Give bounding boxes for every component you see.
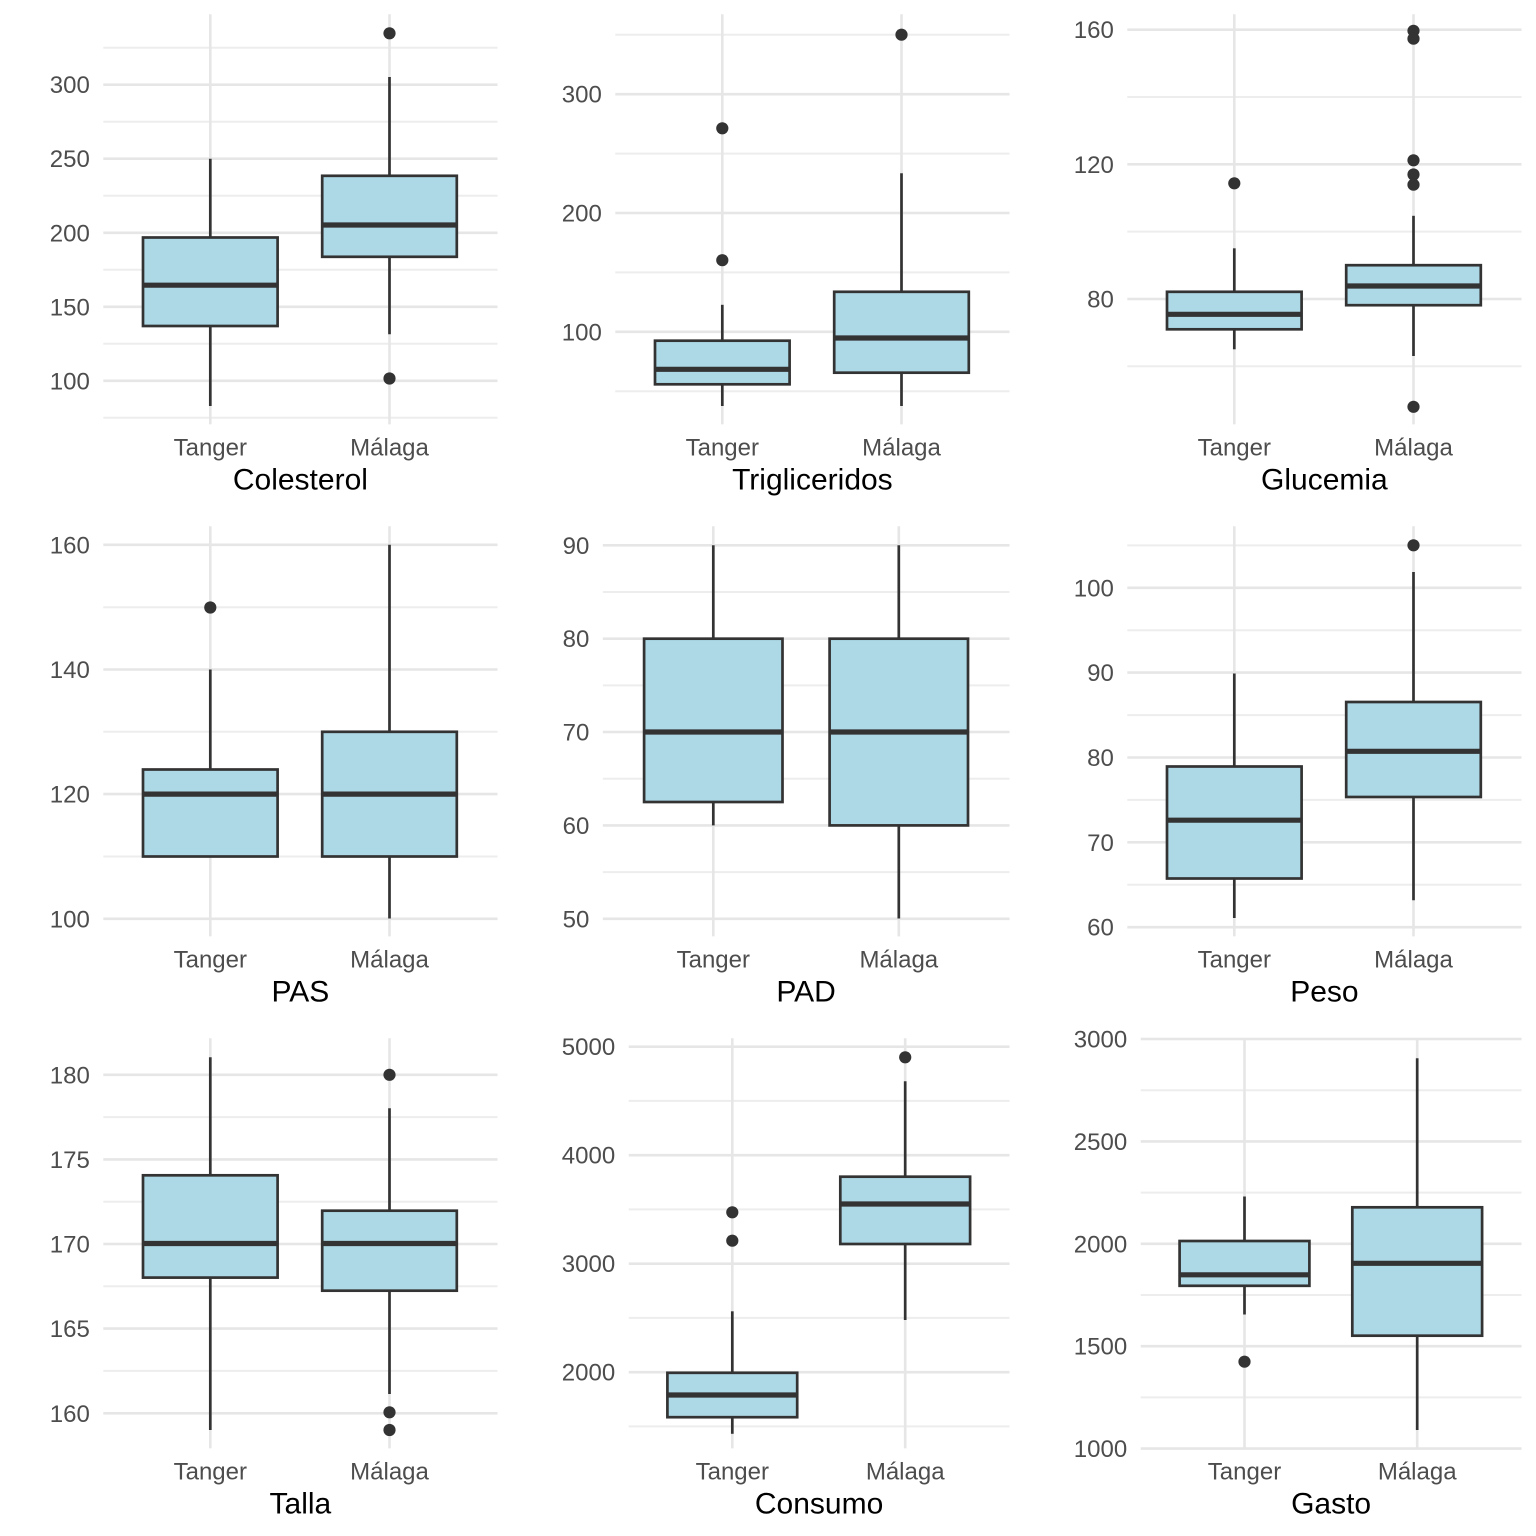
svg-text:Tanger: Tanger (677, 947, 750, 974)
svg-text:1500: 1500 (1074, 1334, 1127, 1361)
svg-text:Gasto: Gasto (1291, 1488, 1371, 1521)
svg-text:165: 165 (50, 1316, 90, 1343)
svg-text:2000: 2000 (562, 1360, 615, 1387)
svg-text:4000: 4000 (562, 1143, 615, 1170)
svg-text:1000: 1000 (1074, 1436, 1127, 1463)
svg-text:Colesterol: Colesterol (233, 464, 368, 497)
svg-text:Málaga: Málaga (866, 1459, 945, 1486)
svg-text:100: 100 (562, 319, 602, 346)
svg-text:Trigliceridos: Trigliceridos (732, 464, 893, 497)
svg-text:Tanger: Tanger (1198, 435, 1271, 462)
svg-text:80: 80 (1087, 745, 1114, 772)
svg-text:50: 50 (563, 906, 590, 933)
svg-text:120: 120 (50, 782, 90, 809)
svg-text:Málaga: Málaga (1374, 435, 1453, 462)
svg-text:300: 300 (562, 82, 602, 109)
svg-text:Málaga: Málaga (350, 947, 429, 974)
svg-text:90: 90 (1087, 660, 1114, 687)
svg-text:2000: 2000 (1074, 1231, 1127, 1258)
svg-text:Tanger: Tanger (174, 1459, 247, 1486)
svg-text:3000: 3000 (1074, 1027, 1127, 1054)
svg-text:5000: 5000 (562, 1034, 615, 1061)
svg-text:90: 90 (563, 533, 590, 560)
svg-text:Málaga: Málaga (1374, 947, 1453, 974)
svg-text:60: 60 (563, 813, 590, 840)
svg-text:Málaga: Málaga (859, 947, 938, 974)
svg-text:100: 100 (1074, 575, 1114, 602)
svg-text:Consumo: Consumo (755, 1488, 883, 1521)
svg-text:160: 160 (1074, 17, 1114, 44)
svg-text:60: 60 (1087, 915, 1114, 942)
svg-text:150: 150 (50, 294, 90, 321)
svg-text:Talla: Talla (270, 1488, 332, 1521)
svg-text:100: 100 (50, 906, 90, 933)
svg-text:PAS: PAS (271, 976, 329, 1009)
svg-text:Tanger: Tanger (174, 947, 247, 974)
svg-text:200: 200 (562, 201, 602, 228)
svg-text:300: 300 (50, 72, 90, 99)
svg-text:80: 80 (563, 626, 590, 653)
svg-text:140: 140 (50, 657, 90, 684)
svg-text:70: 70 (563, 720, 590, 747)
svg-text:160: 160 (50, 532, 90, 559)
svg-text:180: 180 (50, 1062, 90, 1089)
svg-text:70: 70 (1087, 830, 1114, 857)
svg-text:Tanger: Tanger (1198, 947, 1271, 974)
svg-text:Málaga: Málaga (350, 435, 429, 462)
svg-text:100: 100 (50, 368, 90, 395)
svg-text:Glucemia: Glucemia (1261, 464, 1388, 497)
svg-text:3000: 3000 (562, 1251, 615, 1278)
svg-text:Tanger: Tanger (686, 435, 759, 462)
svg-text:2500: 2500 (1074, 1129, 1127, 1156)
svg-text:170: 170 (50, 1232, 90, 1259)
svg-text:200: 200 (50, 220, 90, 247)
svg-text:Málaga: Málaga (1378, 1459, 1457, 1486)
svg-text:Tanger: Tanger (174, 435, 247, 462)
svg-text:250: 250 (50, 146, 90, 173)
svg-text:Peso: Peso (1290, 976, 1358, 1009)
svg-text:175: 175 (50, 1147, 90, 1174)
svg-text:80: 80 (1087, 287, 1114, 314)
svg-text:PAD: PAD (776, 976, 835, 1009)
svg-text:Tanger: Tanger (1208, 1459, 1281, 1486)
svg-text:Málaga: Málaga (350, 1459, 429, 1486)
svg-text:Málaga: Málaga (862, 435, 941, 462)
svg-text:160: 160 (50, 1401, 90, 1428)
svg-text:120: 120 (1074, 152, 1114, 179)
svg-text:Tanger: Tanger (696, 1459, 769, 1486)
